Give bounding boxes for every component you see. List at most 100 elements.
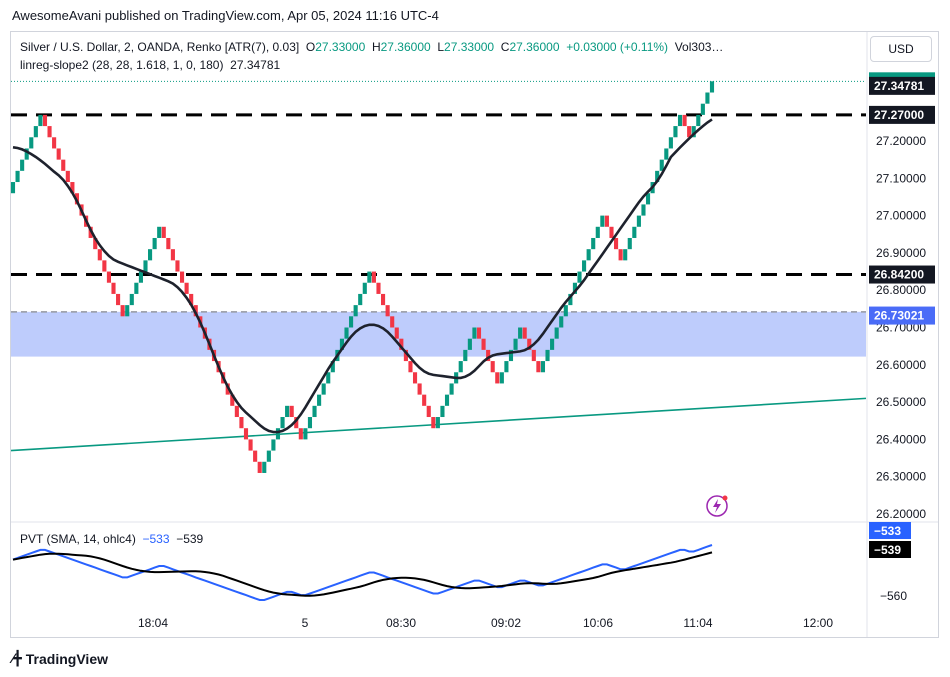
pvt-tick-label: −560 xyxy=(880,589,907,603)
renko-brick xyxy=(554,327,559,339)
renko-brick xyxy=(495,372,500,384)
renko-brick xyxy=(536,361,541,373)
renko-brick xyxy=(609,226,614,238)
renko-brick xyxy=(691,126,696,138)
renko-brick xyxy=(655,170,660,183)
renko-brick xyxy=(138,271,143,283)
renko-brick xyxy=(243,428,249,440)
renko-brick xyxy=(604,215,609,227)
renko-brick xyxy=(394,327,399,339)
renko-brick xyxy=(568,293,573,306)
y-tick-label: 26.90000 xyxy=(876,246,926,260)
renko-brick xyxy=(239,417,244,429)
renko-brick xyxy=(673,126,678,138)
renko-brick xyxy=(490,361,495,373)
renko-brick xyxy=(143,260,148,272)
renko-brick xyxy=(545,349,550,362)
renko-brick xyxy=(166,237,171,250)
tradingview-brand: ⁄╋ TradingView xyxy=(12,650,108,667)
renko-brick xyxy=(376,282,381,294)
renko-brick xyxy=(586,249,591,261)
renko-brick xyxy=(367,271,372,283)
renko-brick xyxy=(275,428,281,440)
renko-brick xyxy=(700,103,705,115)
renko-brick xyxy=(175,260,180,272)
renko-brick xyxy=(47,126,52,138)
y-tick-label: 26.30000 xyxy=(876,470,926,484)
renko-brick xyxy=(317,394,322,406)
renko-brick xyxy=(435,417,440,429)
renko-brick xyxy=(476,327,482,339)
linreg-line xyxy=(12,118,713,434)
renko-brick xyxy=(161,226,166,238)
renko-brick xyxy=(645,193,651,205)
renko-brick xyxy=(614,237,619,250)
renko-brick xyxy=(595,226,600,238)
pvt-sma-line xyxy=(12,551,713,597)
pvt-title: PVT (SMA, 14, ohlc4) xyxy=(20,532,136,546)
renko-brick xyxy=(65,170,70,183)
renko-brick xyxy=(170,249,175,261)
y-tick-label: 27.10000 xyxy=(876,171,926,185)
y-tick-label: 26.60000 xyxy=(876,358,926,372)
renko-brick xyxy=(230,394,235,406)
publisher-caption: AwesomeAvani published on TradingView.co… xyxy=(12,8,439,23)
tradingview-logo-icon: ⁄╋ xyxy=(12,650,22,666)
renko-brick xyxy=(248,439,253,451)
chart-frame xyxy=(10,31,939,638)
pvt-value: −533 xyxy=(142,532,170,546)
renko-brick xyxy=(10,182,16,194)
renko-brick xyxy=(61,159,66,171)
renko-brick xyxy=(403,349,408,362)
currency-button[interactable]: USD xyxy=(870,36,932,62)
renko-brick xyxy=(266,450,271,462)
renko-brick xyxy=(623,249,628,261)
renko-brick xyxy=(298,428,303,440)
renko-brick xyxy=(540,361,546,373)
renko-brick xyxy=(344,327,349,339)
renko-brick xyxy=(326,372,331,384)
alert-dot-icon xyxy=(722,495,728,501)
renko-brick xyxy=(56,148,61,160)
renko-brick xyxy=(330,361,335,373)
renko-brick xyxy=(550,338,555,350)
renko-brick xyxy=(618,249,623,261)
renko-brick xyxy=(33,126,38,138)
renko-brick xyxy=(52,137,57,149)
renko-brick xyxy=(463,349,468,362)
renko-brick xyxy=(408,361,413,373)
y-tick-label: 27.20000 xyxy=(876,134,926,148)
x-tick-label: 09:02 xyxy=(491,616,521,630)
renko-brick xyxy=(417,383,422,395)
pvt-legend: PVT (SMA, 14, ohlc4) −533 −539 xyxy=(20,532,203,546)
renko-brick xyxy=(362,282,367,294)
renko-brick xyxy=(280,417,285,429)
renko-brick xyxy=(371,271,376,283)
renko-brick xyxy=(307,417,313,429)
x-tick-label: 10:06 xyxy=(583,616,613,630)
resistance-high-tag: 27.27000 xyxy=(874,108,924,122)
renko-brick xyxy=(339,338,344,350)
resistance-mid-tag-bg xyxy=(869,265,935,284)
renko-brick xyxy=(696,114,701,127)
renko-brick xyxy=(481,338,486,350)
indicator-tag-bg xyxy=(869,76,935,95)
pvt-sma-tag-bg xyxy=(869,541,911,558)
renko-brick xyxy=(120,305,125,317)
renko-brick xyxy=(641,204,646,216)
renko-brick xyxy=(426,405,431,418)
indicator-title: linreg-slope2 (28, 28, 1.618, 1, 0, 180) xyxy=(20,58,224,72)
renko-brick xyxy=(572,282,577,294)
renko-brick xyxy=(449,383,454,395)
open-value: 27.33000 xyxy=(315,40,366,54)
renko-brick xyxy=(285,405,290,418)
renko-brick xyxy=(458,361,463,373)
renko-brick xyxy=(632,226,637,238)
renko-brick xyxy=(527,338,532,350)
renko-brick xyxy=(486,349,491,362)
renko-brick xyxy=(513,338,518,350)
renko-brick xyxy=(102,260,107,272)
renko-brick xyxy=(563,305,568,317)
renko-brick xyxy=(444,394,450,406)
